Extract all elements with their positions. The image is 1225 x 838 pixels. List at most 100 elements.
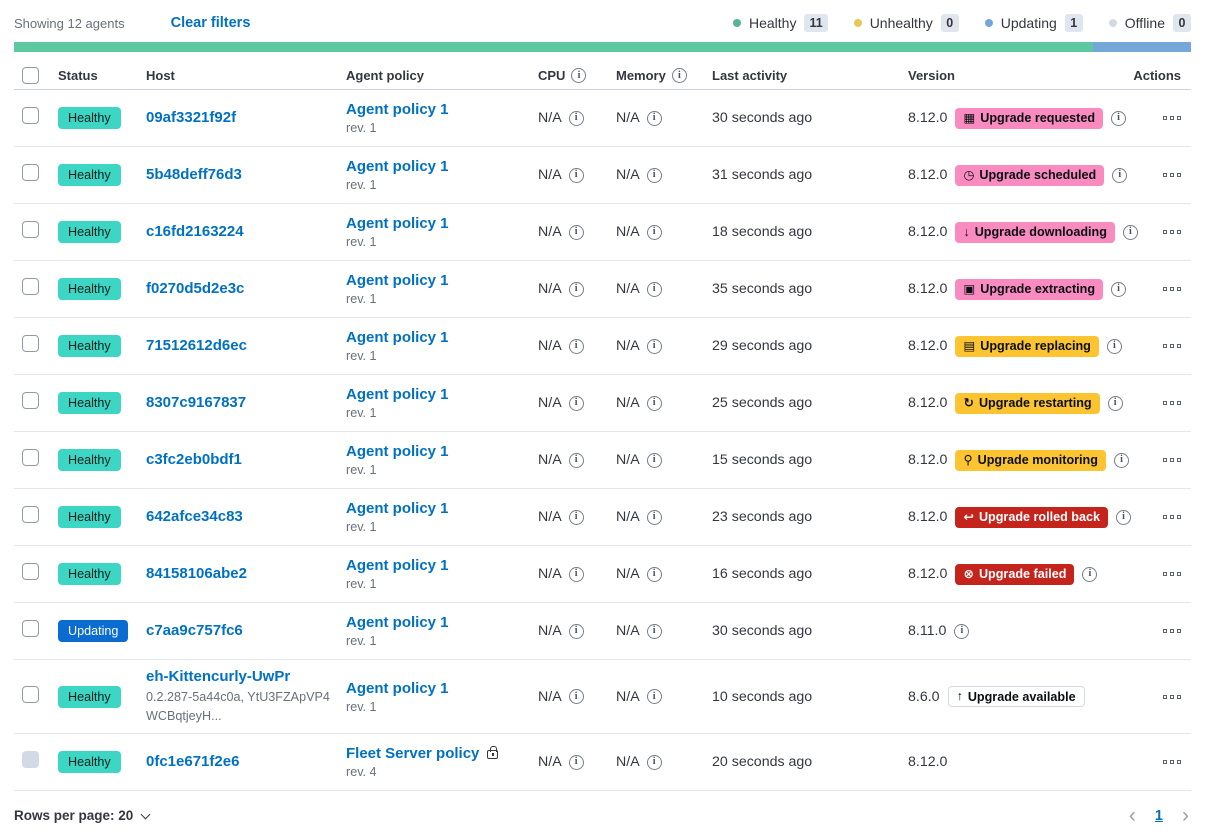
- actions-cell: [1141, 756, 1191, 768]
- host-link[interactable]: c7aa9c757fc6: [146, 622, 243, 639]
- rows-per-page-control[interactable]: Rows per page: 20: [14, 808, 151, 823]
- page-number[interactable]: 1: [1154, 807, 1163, 824]
- host-link[interactable]: 5b48deff76d3: [146, 166, 242, 183]
- row-checkbox[interactable]: [22, 685, 39, 703]
- actions-menu-icon[interactable]: [1163, 691, 1181, 703]
- column-header-agent-policy: Agent policy: [346, 68, 538, 83]
- agent-policy-link[interactable]: Fleet Server policy: [346, 745, 480, 762]
- actions-menu-icon[interactable]: [1163, 756, 1181, 768]
- agent-policy-link[interactable]: Agent policy 1: [346, 215, 449, 232]
- actions-menu-icon[interactable]: [1163, 169, 1181, 181]
- info-icon[interactable]: i: [646, 689, 662, 704]
- legend-item-offline[interactable]: Offline 0: [1108, 14, 1191, 32]
- row-checkbox[interactable]: [22, 620, 39, 637]
- host-link[interactable]: 84158106abe2: [146, 565, 247, 582]
- row-checkbox[interactable]: [22, 563, 39, 580]
- info-icon[interactable]: i: [568, 110, 584, 126]
- host-cell: 71512612d6ec: [146, 337, 346, 355]
- info-icon[interactable]: i: [568, 754, 584, 770]
- host-link[interactable]: f0270d5d2e3c: [146, 280, 245, 297]
- info-icon[interactable]: i: [568, 281, 584, 297]
- agent-policy-link[interactable]: Agent policy 1: [346, 386, 449, 403]
- row-checkbox[interactable]: [22, 335, 39, 352]
- host-link[interactable]: 8307c9167837: [146, 394, 247, 411]
- info-icon[interactable]: i: [568, 338, 584, 354]
- agent-policy-link[interactable]: Agent policy 1: [346, 329, 449, 346]
- actions-menu-icon[interactable]: [1163, 112, 1181, 124]
- info-icon[interactable]: i: [568, 452, 584, 468]
- agent-policy-link[interactable]: Agent policy 1: [346, 272, 449, 289]
- agent-policy-link[interactable]: Agent policy 1: [346, 614, 449, 631]
- agent-policy-link[interactable]: Agent policy 1: [346, 443, 449, 460]
- info-icon[interactable]: i: [646, 110, 662, 126]
- info-icon[interactable]: i: [646, 224, 662, 240]
- host-link[interactable]: c16fd2163224: [146, 223, 244, 240]
- upgrade-info-icon[interactable]: i: [1082, 566, 1098, 582]
- select-all-checkbox[interactable]: [22, 67, 39, 84]
- host-link[interactable]: 642afce34c83: [146, 508, 243, 525]
- info-icon[interactable]: i: [568, 509, 584, 525]
- legend-item-healthy[interactable]: Healthy 11: [733, 14, 828, 32]
- upgrade-info-icon[interactable]: i: [954, 623, 970, 639]
- legend-item-unhealthy[interactable]: Unhealthy 0: [853, 14, 959, 32]
- chevron-right-icon[interactable]: ›: [1182, 804, 1189, 827]
- info-icon[interactable]: i: [571, 68, 587, 83]
- actions-menu-icon[interactable]: [1163, 511, 1181, 523]
- clear-filters-link[interactable]: Clear filters: [170, 15, 251, 31]
- actions-menu-icon[interactable]: [1163, 568, 1181, 580]
- actions-menu-icon[interactable]: [1163, 226, 1181, 238]
- row-checkbox[interactable]: [22, 506, 39, 523]
- upgrade-info-icon[interactable]: i: [1111, 281, 1127, 297]
- row-checkbox[interactable]: [22, 107, 39, 124]
- agent-policy-link[interactable]: Agent policy 1: [346, 500, 449, 517]
- agent-policy-link[interactable]: Agent policy 1: [346, 101, 449, 118]
- version-cell: 8.12.0 ▦ Upgrade requested i: [908, 107, 1141, 129]
- upgrade-info-icon[interactable]: i: [1116, 509, 1132, 525]
- cpu-value: N/A: [538, 167, 562, 183]
- row-checkbox[interactable]: [22, 164, 39, 181]
- host-link[interactable]: 0fc1e671f2e6: [146, 753, 240, 770]
- row-checkbox[interactable]: [22, 392, 39, 409]
- info-icon[interactable]: i: [646, 566, 662, 582]
- upgrade-info-icon[interactable]: i: [1113, 452, 1129, 468]
- host-link[interactable]: c3fc2eb0bdf1: [146, 451, 242, 468]
- upgrade-info-icon[interactable]: i: [1111, 110, 1127, 126]
- actions-menu-icon[interactable]: [1163, 340, 1181, 352]
- row-checkbox[interactable]: [22, 278, 39, 295]
- agent-policy-link[interactable]: Agent policy 1: [346, 557, 449, 574]
- upgrade-info-icon[interactable]: i: [1107, 395, 1123, 411]
- info-icon[interactable]: i: [646, 754, 662, 770]
- info-icon[interactable]: i: [646, 509, 662, 525]
- info-icon[interactable]: i: [568, 689, 584, 704]
- info-icon[interactable]: i: [646, 281, 662, 297]
- actions-menu-icon[interactable]: [1163, 283, 1181, 295]
- host-link[interactable]: eh-Kittencurly-UwPr: [146, 668, 291, 686]
- upgrade-info-icon[interactable]: i: [1112, 167, 1128, 183]
- upgrade-info-icon[interactable]: i: [1106, 338, 1122, 354]
- info-icon[interactable]: i: [568, 167, 584, 183]
- actions-menu-icon[interactable]: [1163, 454, 1181, 466]
- row-checkbox[interactable]: [22, 221, 39, 238]
- legend-item-updating[interactable]: Updating 1: [984, 14, 1083, 32]
- info-icon[interactable]: i: [568, 224, 584, 240]
- host-link[interactable]: 09af3321f92f: [146, 109, 237, 126]
- info-icon[interactable]: i: [646, 395, 662, 411]
- actions-menu-icon[interactable]: [1163, 397, 1181, 409]
- info-icon[interactable]: i: [646, 167, 662, 183]
- info-icon[interactable]: i: [568, 566, 584, 582]
- row-checkbox[interactable]: [22, 449, 39, 466]
- status-badge: Healthy: [58, 563, 121, 585]
- info-icon[interactable]: i: [671, 68, 687, 83]
- agent-policy-link[interactable]: Agent policy 1: [346, 158, 449, 175]
- agent-policy-link[interactable]: Agent policy 1: [346, 679, 449, 697]
- info-icon[interactable]: i: [568, 395, 584, 411]
- column-header-status: Status: [58, 68, 146, 83]
- upgrade-info-icon[interactable]: i: [1122, 224, 1138, 240]
- info-icon[interactable]: i: [646, 452, 662, 468]
- chevron-left-icon[interactable]: ‹: [1128, 804, 1136, 827]
- info-icon[interactable]: i: [646, 338, 662, 354]
- info-icon[interactable]: i: [646, 623, 662, 639]
- info-icon[interactable]: i: [568, 623, 584, 639]
- host-link[interactable]: 71512612d6ec: [146, 337, 247, 354]
- actions-menu-icon[interactable]: [1163, 625, 1181, 637]
